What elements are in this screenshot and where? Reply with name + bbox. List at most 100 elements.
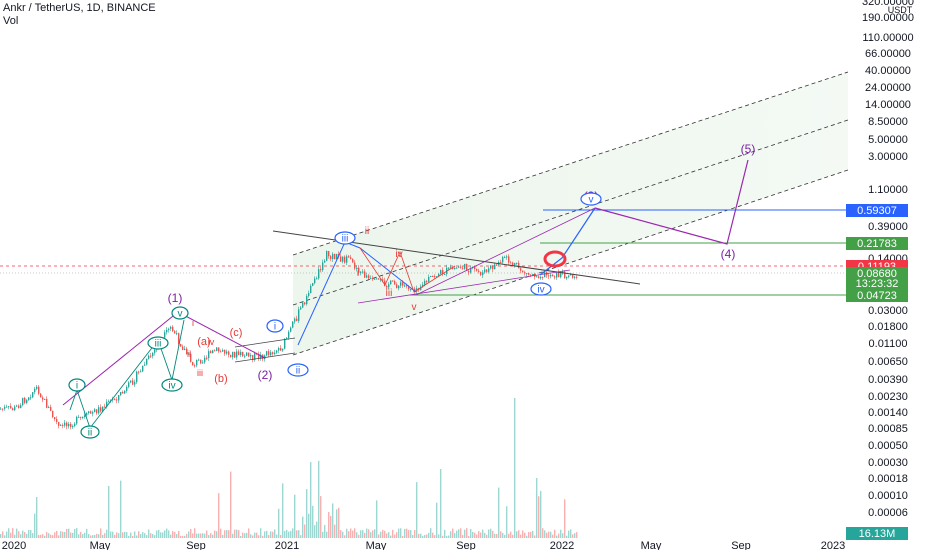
candle xyxy=(64,422,66,426)
volume-bar xyxy=(134,531,136,538)
candle xyxy=(16,405,18,407)
candle xyxy=(330,256,332,260)
volume-bar xyxy=(310,462,312,538)
candle xyxy=(200,359,202,364)
candle xyxy=(98,407,100,414)
volume-bar xyxy=(516,531,518,538)
candle xyxy=(32,392,34,398)
volume-bar xyxy=(498,487,500,538)
volume-bar xyxy=(318,460,320,538)
time-axis-tick: Sep xyxy=(186,540,206,550)
price-axis-tick: 14.00000 xyxy=(865,99,911,111)
volume-bar xyxy=(124,531,126,538)
volume-bar xyxy=(72,532,74,538)
volume-bar xyxy=(312,505,314,538)
candle xyxy=(420,286,422,291)
volume-bar xyxy=(412,535,414,538)
candle xyxy=(488,268,490,272)
label-green-ii: ii xyxy=(88,428,92,439)
volume-bar xyxy=(370,532,372,538)
volume-bar xyxy=(296,530,298,538)
time-axis-tick: May xyxy=(641,540,662,550)
price-axis-tick: 8.50000 xyxy=(868,116,908,128)
volume-bar xyxy=(108,485,110,538)
candle xyxy=(570,274,572,276)
time-axis-tick: 2023 xyxy=(821,540,845,550)
candle xyxy=(506,256,508,258)
candle xyxy=(406,285,408,287)
volume-bar xyxy=(366,528,368,538)
volume-bar xyxy=(314,525,316,538)
volume-bar xyxy=(348,531,350,538)
volume-bar xyxy=(80,531,82,538)
label-blue-iv-ring xyxy=(530,282,552,296)
volume-bar xyxy=(222,535,224,538)
candle xyxy=(186,348,188,355)
candle xyxy=(522,270,524,273)
volume-bar xyxy=(242,532,244,538)
candle xyxy=(230,354,232,358)
candle xyxy=(392,280,394,282)
label-blue-iii: iii xyxy=(342,234,349,245)
candle xyxy=(208,351,210,359)
volume-bar xyxy=(346,528,348,538)
volume-bar xyxy=(86,528,88,538)
volume-bar xyxy=(22,530,24,538)
volume-bar xyxy=(104,533,106,538)
volume-bar xyxy=(144,533,146,538)
label-red-ii-1: ii xyxy=(187,349,191,359)
channel-upper-line xyxy=(292,71,849,256)
label-green-iv-ring xyxy=(161,378,183,392)
label-red-c: (c) xyxy=(230,327,243,339)
price-tag: 0.04723 xyxy=(857,290,897,302)
candle xyxy=(60,424,62,426)
candle xyxy=(170,326,172,329)
candle xyxy=(54,417,56,420)
candle xyxy=(266,351,268,356)
price-tag-bg xyxy=(846,527,908,540)
volume-bar xyxy=(372,530,374,538)
candle xyxy=(572,274,574,278)
volume-bar xyxy=(168,530,170,538)
candle xyxy=(30,397,32,399)
candle xyxy=(142,365,144,372)
volume-bar xyxy=(230,471,232,538)
volume-bar xyxy=(554,529,556,538)
price-axis-currency: USDT xyxy=(888,5,913,15)
candle xyxy=(378,278,380,280)
candle xyxy=(128,382,130,387)
volume-bar xyxy=(416,482,418,538)
volume-bar xyxy=(392,529,394,538)
candle xyxy=(216,347,218,352)
time-axis-tick: May xyxy=(366,540,387,550)
candle xyxy=(132,380,134,385)
volume-bar xyxy=(48,533,50,538)
volume-bar xyxy=(338,507,340,538)
price-axis-tick: 0.00030 xyxy=(868,457,908,469)
volume-bar xyxy=(282,483,284,538)
volume-bar xyxy=(436,502,438,538)
candle xyxy=(398,285,400,289)
volume-bar xyxy=(28,529,30,538)
volume-bar xyxy=(478,531,480,538)
volume-bar xyxy=(378,534,380,538)
volume-bar xyxy=(508,533,510,538)
volume-bar xyxy=(166,528,168,538)
volume-bar xyxy=(324,524,326,538)
volume-bar xyxy=(214,530,216,538)
volume-bar xyxy=(190,528,192,538)
volume-bar xyxy=(362,530,364,538)
candle xyxy=(288,331,290,338)
candle xyxy=(470,268,472,273)
candle xyxy=(84,415,86,417)
volume-bar xyxy=(328,511,330,538)
volume-bar xyxy=(244,533,246,538)
volume-bar xyxy=(304,524,306,538)
label-blue-v: v xyxy=(589,195,594,206)
price-tag-bg xyxy=(846,289,908,302)
candle xyxy=(174,331,176,334)
volume-bar xyxy=(84,532,86,538)
volume-bar xyxy=(44,535,46,538)
